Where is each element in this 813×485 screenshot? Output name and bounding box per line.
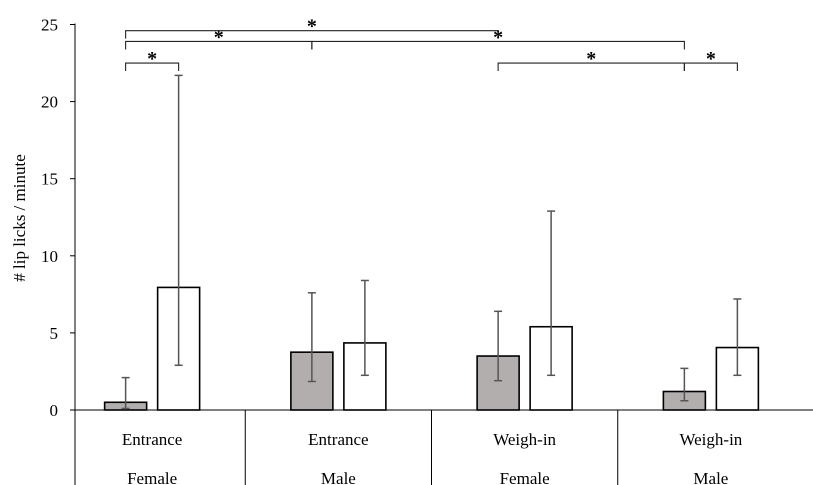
significance-bracket: * (683, 48, 738, 72)
significance-bracket: * (125, 16, 499, 39)
x-category-label: Weigh-in (493, 430, 556, 449)
x-category-label: Entrance (122, 430, 182, 449)
x-category-sublabel: Male (693, 469, 728, 485)
y-axis-label: # lip licks / minute (10, 154, 29, 282)
error-bar (494, 310, 503, 382)
error-bar (547, 210, 556, 377)
bracket-line (683, 62, 738, 72)
x-category-label: Entrance (308, 430, 368, 449)
significance-star: * (147, 48, 157, 70)
significance-brackets: * * * * * * (125, 16, 738, 72)
error-bar (121, 376, 130, 410)
significance-star: * (706, 48, 716, 70)
bars (103, 286, 760, 411)
significance-star: * (586, 48, 596, 70)
y-tick-label: 0 (50, 401, 59, 420)
y-tick-label: 25 (41, 16, 58, 35)
x-category-sublabel: Female (127, 469, 177, 485)
bracket-line (125, 62, 180, 72)
significance-bracket: * (125, 26, 313, 50)
significance-bracket: * (125, 48, 180, 72)
significance-star: * (493, 26, 503, 48)
significance-star: * (214, 26, 224, 48)
significance-bracket: * (311, 26, 685, 50)
bracket-line (125, 30, 499, 39)
y-tick-label: 5 (50, 324, 59, 343)
x-category-label: Weigh-in (679, 430, 742, 449)
significance-star: * (307, 16, 317, 38)
y-axis: 0 5 10 15 20 25 (41, 16, 76, 485)
x-category-sublabel: Male (321, 469, 356, 485)
significance-bracket: * (497, 48, 685, 72)
bracket-line (311, 40, 685, 50)
error-bar (307, 292, 316, 383)
error-bar (360, 279, 369, 377)
bar (476, 355, 520, 411)
error-bars (121, 74, 742, 410)
y-tick-label: 15 (41, 170, 58, 189)
y-tick-label: 10 (41, 247, 58, 266)
x-category-sublabel: Female (500, 469, 550, 485)
error-bar (174, 74, 183, 367)
y-tick-label: 20 (41, 93, 58, 112)
error-bar (680, 367, 689, 402)
x-axis: Entrance Female Entrance Male Weigh-in Female… (75, 409, 813, 485)
error-bar (733, 298, 742, 377)
